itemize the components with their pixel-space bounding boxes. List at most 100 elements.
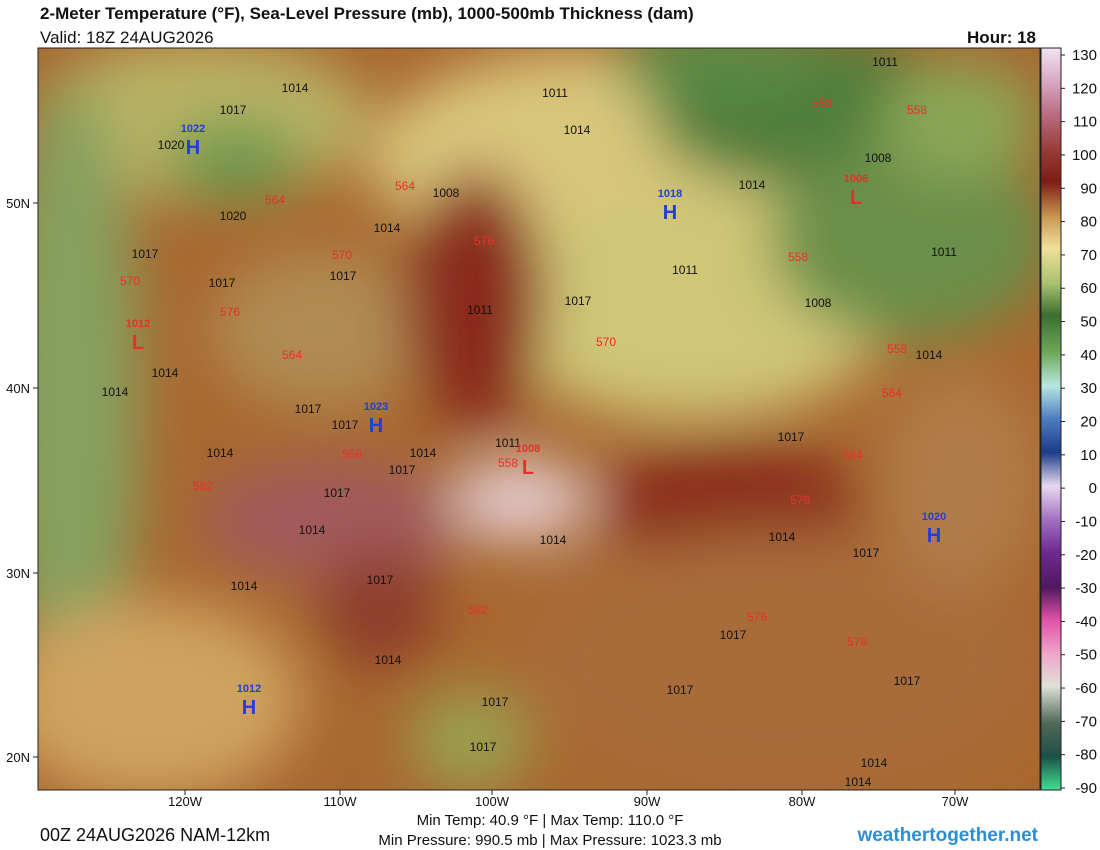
colorbar-label: 30	[1080, 380, 1097, 397]
temperature-extremes: Min Temp: 40.9 °F | Max Temp: 110.0 °F	[416, 812, 684, 829]
isobar-label: 1017	[482, 695, 509, 709]
colorbar-label: -20	[1075, 547, 1097, 564]
isobar-label: 1014	[410, 446, 437, 460]
isobar-label: 1014	[739, 178, 766, 192]
colorbar-label: -30	[1075, 580, 1097, 597]
isobar-label: 1020	[220, 209, 247, 223]
plot-frame	[37, 47, 1041, 791]
temperature-field	[38, 48, 1040, 790]
site-credit: weathertogether.net	[857, 825, 1038, 846]
thickness-label: 558	[342, 447, 362, 461]
isobar-label: 1008	[433, 186, 460, 200]
center-symbol: H	[242, 697, 256, 719]
isobar-label: 1011	[467, 303, 493, 317]
isobar-label: 1014	[374, 221, 401, 235]
center-symbol: L	[132, 332, 144, 354]
thickness-label: 558	[788, 250, 808, 264]
isobar-label: 1017	[220, 103, 247, 117]
isobar-label: 1017	[720, 628, 747, 642]
isobar-label: 1017	[389, 463, 416, 477]
isobar-label: 1014	[769, 530, 796, 544]
map-title: 2-Meter Temperature (°F), Sea-Level Pres…	[40, 4, 694, 23]
isobar-label: 1017	[778, 430, 805, 444]
thickness-label: 576	[847, 635, 867, 649]
isobar-label: 1017	[565, 294, 592, 308]
isobar-label: 1017	[667, 683, 694, 697]
lat-label: 30N	[6, 566, 30, 581]
pressure-extremes: Min Pressure: 990.5 mb | Max Pressure: 1…	[378, 832, 722, 849]
colorbar-label: -60	[1075, 680, 1097, 697]
colorbar-label: -50	[1075, 647, 1097, 664]
isobar-label: 1017	[853, 546, 880, 560]
colorbar-label: 40	[1080, 347, 1097, 364]
isobar-label: 1014	[299, 523, 326, 537]
isobar-label: 1014	[231, 579, 258, 593]
model-run: 00Z 24AUG2026 NAM-12km	[40, 825, 271, 845]
center-value: 1020	[922, 511, 946, 523]
thickness-label: 564	[843, 448, 863, 462]
isobar-label: 1014	[102, 385, 129, 399]
colorbar-label: -40	[1075, 613, 1097, 630]
colorbar-label: 20	[1080, 414, 1097, 431]
isobar-label: 1014	[861, 756, 888, 770]
lat-label: 20N	[6, 750, 30, 765]
center-value: 1022	[181, 123, 205, 135]
center-value: 1012	[237, 683, 261, 695]
lon-label: 100W	[475, 794, 510, 809]
colorbar	[1040, 47, 1062, 791]
center-value: 1012	[126, 318, 150, 330]
thickness-label: 570	[120, 274, 140, 288]
isobar-label: 1017	[332, 418, 359, 432]
isobar-label: 1020	[158, 138, 185, 152]
isobar-label: 1011	[672, 263, 698, 277]
isobar-label: 1014	[916, 348, 943, 362]
isobar-label: 1017	[367, 573, 394, 587]
isobar-label: 1014	[564, 123, 591, 137]
colorbar-label: -70	[1075, 713, 1097, 730]
lon-label: 120W	[168, 794, 203, 809]
valid-time: Valid: 18Z 24AUG2026	[40, 28, 214, 47]
colorbar-label: 80	[1080, 214, 1097, 231]
isobar-label: 1014	[282, 81, 309, 95]
lon-label: 80W	[789, 794, 816, 809]
isobar-label: 1017	[209, 276, 236, 290]
thickness-label: 558	[887, 342, 907, 356]
thickness-label: 564	[265, 193, 285, 207]
colorbar-label: 0	[1089, 480, 1097, 497]
colorbar-label: -90	[1075, 780, 1097, 797]
colorbar-label: 10	[1080, 447, 1097, 464]
center-symbol: H	[663, 202, 677, 224]
lon-label: 90W	[634, 794, 661, 809]
isobar-label: 1017	[330, 269, 357, 283]
center-symbol: H	[369, 415, 383, 437]
isobar-label: 1008	[805, 296, 832, 310]
colorbar-label: 110	[1073, 114, 1097, 131]
thickness-label: 576	[747, 610, 767, 624]
isobar-label: 1011	[495, 436, 521, 450]
lat-label: 40N	[6, 381, 30, 396]
center-symbol: H	[927, 525, 941, 547]
lat-label: 50N	[6, 196, 30, 211]
lon-label: 70W	[942, 794, 969, 809]
center-value: 1018	[658, 188, 682, 200]
thickness-label: 570	[332, 248, 352, 262]
isobar-label: 1014	[845, 775, 872, 789]
lon-label: 110W	[324, 794, 358, 809]
colorbar-label: -10	[1075, 513, 1097, 530]
center-symbol: L	[850, 187, 862, 209]
isobar-label: 1011	[872, 55, 898, 69]
isobar-label: 1014	[152, 366, 179, 380]
colorbar-label: 100	[1072, 147, 1097, 164]
center-value: 1008	[516, 443, 540, 455]
thickness-label: 558	[907, 103, 927, 117]
center-symbol: L	[522, 457, 534, 479]
isobar-label: 1017	[894, 674, 921, 688]
center-symbol: H	[186, 137, 200, 159]
isobar-label: 1017	[470, 740, 497, 754]
isobar-label: 1014	[207, 446, 234, 460]
colorbar-label: 130	[1072, 47, 1097, 64]
thickness-label: 582	[468, 603, 488, 617]
thickness-label: 576	[474, 234, 494, 248]
colorbar-label: 70	[1080, 247, 1097, 264]
